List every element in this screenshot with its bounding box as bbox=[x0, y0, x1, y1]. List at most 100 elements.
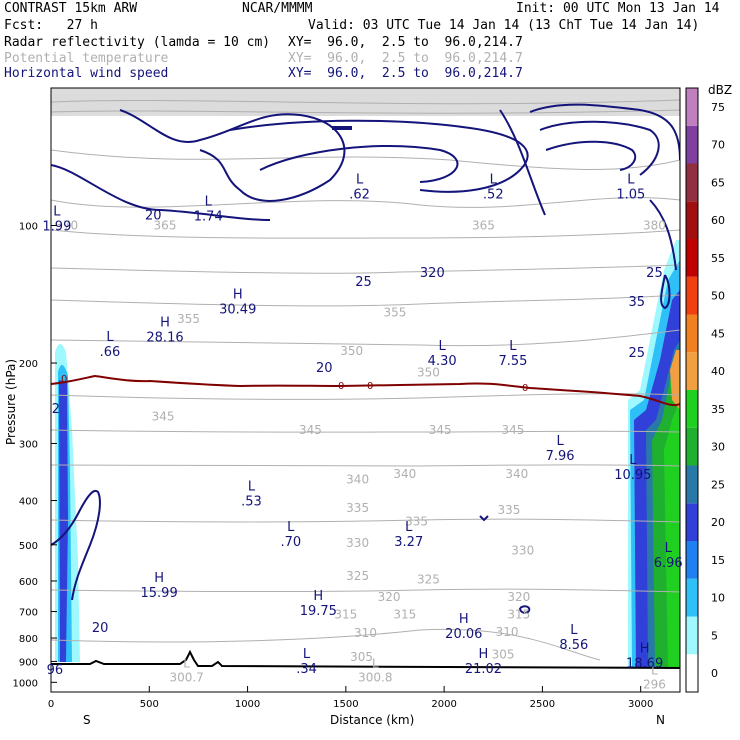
wind-contour bbox=[51, 164, 271, 221]
colorbar-swatch bbox=[686, 616, 698, 655]
wind-extreme-value: 19.75 bbox=[300, 604, 337, 619]
theta-contour-label: 340 bbox=[393, 467, 416, 481]
theta-contour-label: 315 bbox=[507, 607, 530, 621]
y-axis-label: Pressure (hPa) bbox=[4, 359, 18, 445]
theta-contour-label: 345 bbox=[299, 423, 322, 437]
colorbar-swatch bbox=[686, 163, 698, 202]
wind-contour bbox=[229, 119, 529, 193]
wind-extreme-value: .70 bbox=[280, 535, 301, 550]
wind-extreme-mark: H bbox=[313, 589, 323, 604]
wind-extreme-value: .34 bbox=[296, 662, 317, 677]
theta-extreme-value: 300.8 bbox=[358, 670, 392, 684]
wind-extreme-mark: L bbox=[248, 480, 256, 495]
wind-extreme-mark: L bbox=[106, 330, 114, 345]
forecast-hour: Fcst: 27 h bbox=[4, 18, 98, 33]
theta-contour-label: 355 bbox=[177, 312, 200, 326]
wind-contour-label: 20 bbox=[92, 621, 109, 636]
colorbar-swatch bbox=[686, 125, 698, 164]
colorbar-label: 0 bbox=[711, 667, 718, 680]
wind-extreme-value: .53 bbox=[241, 495, 262, 510]
theta-line bbox=[51, 429, 680, 433]
x-tick-label: 500 bbox=[140, 699, 159, 710]
wind-extreme-value: 21.02 bbox=[465, 662, 502, 677]
wind-contour-label: 25 bbox=[628, 346, 645, 361]
colorbar-label: 30 bbox=[711, 441, 725, 454]
x-tick-label: 2000 bbox=[431, 699, 456, 710]
wind-contour-label: 320 bbox=[420, 266, 445, 281]
theta-contour-label: 335 bbox=[346, 501, 369, 515]
y-tick-label: 300 bbox=[19, 439, 38, 450]
field-theta: Potential temperature bbox=[4, 51, 169, 66]
theta-contour-label: 310 bbox=[354, 626, 377, 640]
theta-contour-label: 315 bbox=[393, 607, 416, 621]
refl-south-core bbox=[59, 380, 68, 662]
y-tick-label: 1000 bbox=[13, 678, 38, 689]
colorbar-unit: dBZ bbox=[708, 83, 732, 97]
wind-extreme-mark: L bbox=[627, 172, 635, 187]
wind-contour bbox=[119, 109, 346, 202]
theta-line bbox=[51, 329, 680, 347]
x-axis-start-label: S bbox=[83, 713, 91, 727]
refl-north-35 bbox=[664, 400, 680, 668]
wind-contour-label: 20 bbox=[316, 361, 333, 376]
wind-extreme-value: 30.49 bbox=[219, 303, 256, 318]
theta-contour-label: 305 bbox=[492, 648, 515, 662]
wind-extreme-value: 96 bbox=[47, 663, 64, 678]
wind-contour bbox=[519, 605, 531, 614]
theta-line bbox=[51, 393, 680, 400]
colorbar-label: 40 bbox=[711, 365, 725, 378]
theta-contour-label: 380 bbox=[643, 219, 666, 233]
theta-contour-label: 335 bbox=[498, 503, 521, 517]
wind-extreme-value: 1.99 bbox=[42, 220, 71, 235]
y-tick-label: 800 bbox=[19, 634, 38, 645]
wind-extreme-mark: H bbox=[479, 647, 489, 662]
colorbar-label: 5 bbox=[711, 629, 718, 642]
valid-time: Valid: 03 UTC Tue 14 Jan 14 (13 ChT Tue … bbox=[308, 18, 700, 33]
theta-line bbox=[51, 99, 680, 105]
colorbar-label: 10 bbox=[711, 592, 725, 605]
colorbar-swatch bbox=[686, 201, 698, 239]
colorbar-swatch bbox=[686, 314, 698, 353]
colorbar-frame bbox=[685, 87, 699, 693]
colorbar-label: 60 bbox=[711, 214, 725, 227]
field-wind-xy: XY= 96.0, 2.5 to 96.0,214.7 bbox=[288, 66, 523, 81]
colorbar-label: 45 bbox=[711, 327, 725, 340]
colorbar-swatch bbox=[686, 390, 698, 428]
x-tick-label: 1000 bbox=[235, 699, 260, 710]
wind-extreme-mark: L bbox=[303, 647, 311, 662]
theta-contour-label: 310 bbox=[496, 625, 519, 639]
wind-extreme-value: 3.27 bbox=[394, 535, 423, 550]
wind-extreme-mark: L bbox=[405, 520, 413, 535]
theta-line bbox=[51, 264, 680, 274]
x-axis-end-label: N bbox=[656, 713, 665, 727]
theta-contours bbox=[51, 99, 680, 661]
theta-contour-label: 340 bbox=[505, 467, 528, 481]
colorbar-label: 50 bbox=[711, 290, 725, 303]
wind-extreme-mark: L bbox=[570, 623, 578, 638]
y-tick-label: 400 bbox=[19, 497, 38, 508]
colorbar-label: 75 bbox=[711, 101, 725, 114]
wind-contour-label: 2 bbox=[52, 402, 60, 417]
theta-contour-label: 340 bbox=[346, 473, 369, 487]
x-tick-label: 2500 bbox=[530, 699, 555, 710]
zero-isotherm-label: 0 bbox=[338, 381, 344, 392]
theta-contour-label: 325 bbox=[417, 572, 440, 586]
wind-extreme-mark: H bbox=[160, 316, 170, 331]
colorbar-swatch bbox=[686, 276, 698, 315]
theta-contour-label: 350 bbox=[417, 366, 440, 380]
theta-line bbox=[51, 588, 680, 593]
theta-contour-label: 345 bbox=[152, 410, 175, 424]
theta-contour-label: 325 bbox=[346, 569, 369, 583]
wind-extreme-value: 7.96 bbox=[546, 449, 575, 464]
theta-contour-label: 320 bbox=[507, 590, 530, 604]
wind-contour bbox=[545, 140, 637, 171]
wind-extreme-value: 20.06 bbox=[445, 627, 482, 642]
theta-extreme-mark: L bbox=[372, 656, 379, 670]
colorbar-label: 65 bbox=[711, 176, 725, 189]
wind-extreme-value: 1.05 bbox=[616, 187, 645, 202]
org-label: NCAR/MMMM bbox=[242, 1, 313, 16]
wind-extreme-mark: L bbox=[629, 453, 637, 468]
wind-extreme-mark: H bbox=[640, 642, 650, 657]
theta-line bbox=[51, 197, 680, 208]
